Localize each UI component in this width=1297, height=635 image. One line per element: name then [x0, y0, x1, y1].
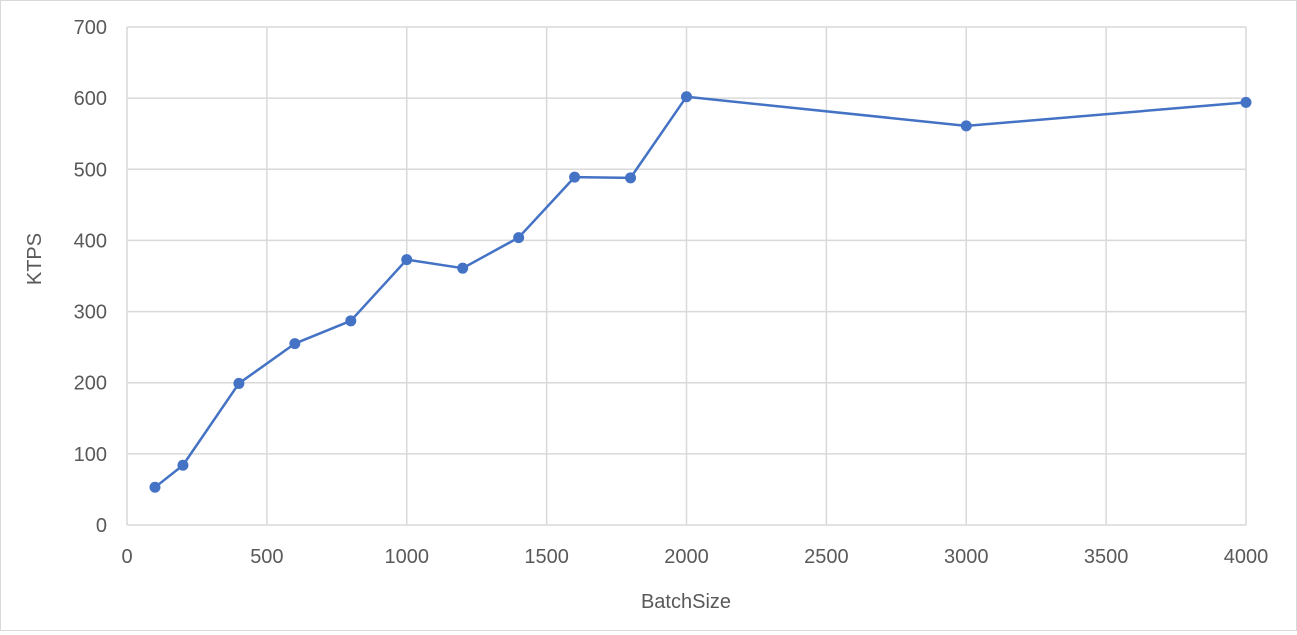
data-point — [1240, 96, 1252, 108]
data-points — [149, 91, 1252, 493]
x-tick-label: 4000 — [1224, 546, 1269, 568]
axes: 0 100 200 300 400 500 600 700 0 500 1000 1500 2000 25… — [74, 17, 1269, 568]
y-tick-label: 0 — [96, 515, 107, 537]
y-axis-title: KTPS — [24, 233, 46, 285]
y-tick-label: 200 — [74, 373, 107, 395]
x-tick-label: 2000 — [664, 546, 709, 568]
x-tick-label: 3000 — [944, 546, 989, 568]
series-line — [154, 95, 1247, 489]
data-point — [569, 171, 581, 183]
data-point — [233, 377, 245, 389]
y-tick-label: 100 — [74, 444, 107, 466]
data-point — [345, 315, 357, 327]
x-tick-label: 500 — [250, 546, 283, 568]
data-point — [681, 91, 692, 103]
data-point — [513, 232, 525, 244]
data-point — [289, 338, 301, 350]
x-tick-label: 0 — [121, 546, 132, 568]
x-tick-label: 3500 — [1084, 546, 1129, 568]
x-tick-label: 1500 — [524, 546, 569, 568]
data-point — [149, 481, 161, 493]
y-tick-label: 500 — [74, 159, 107, 181]
data-point — [177, 459, 189, 471]
x-tick-label: 1000 — [385, 546, 430, 568]
data-point — [960, 120, 972, 132]
data-point — [457, 262, 469, 274]
series-line-path — [154, 95, 1247, 489]
y-tick-label: 300 — [74, 302, 107, 324]
y-tick-label: 400 — [74, 230, 107, 252]
y-tick-label: 600 — [74, 88, 107, 110]
data-point — [625, 172, 637, 184]
x-axis-title: BatchSize — [641, 591, 731, 613]
x-tick-label: 2500 — [804, 546, 849, 568]
data-point — [401, 254, 413, 266]
y-tick-label: 700 — [74, 17, 107, 39]
